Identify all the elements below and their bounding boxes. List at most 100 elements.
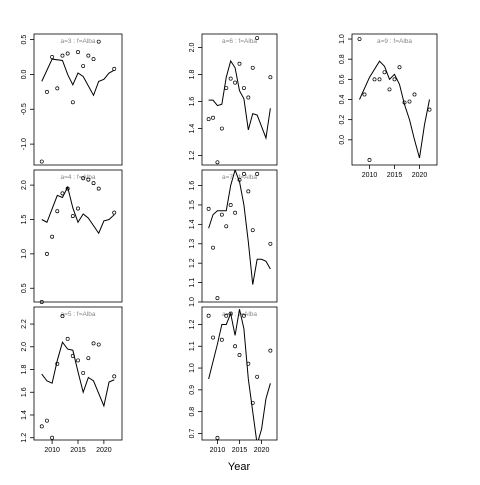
data-point [86,53,91,58]
data-point [112,374,117,379]
data-point [237,353,242,357]
data-point [367,158,372,162]
data-point [215,296,220,301]
y-tick-label: 0.8 [339,54,346,64]
data-point [91,57,96,62]
data-point [112,210,117,215]
y-tick-label: 1.0 [189,363,196,373]
data-point [268,75,273,80]
panel-title: a=9 : f=Alba [377,38,412,45]
data-point [39,424,44,429]
panel-frame [201,306,278,441]
data-point [237,177,242,182]
panel-frame [351,33,438,166]
data-point [224,224,229,229]
data-point [76,206,80,211]
data-point [60,53,65,58]
data-point [91,181,96,186]
y-tick-label: 1.6 [189,97,196,107]
panel-a9: a=9 : f=Alba 0.0 0.2 0.4 0.6 0.8 1.0 2010 2015 20… [339,33,438,179]
data-point [81,64,86,69]
data-point [39,300,44,304]
panel-a5: a=5 : f=Alba 1.2 1.4 1.6 1.8 2.0 2.2 2010 2015 20… [21,306,123,454]
y-tick-label: 1.8 [21,365,28,375]
y-tick-label: 1.4 [189,219,196,229]
y-tick-label: 2.0 [21,180,28,190]
data-point [412,92,417,97]
model-line [41,58,115,97]
y-tick-label: 1.6 [189,181,196,191]
y-tick-label: 0.2 [339,115,346,125]
y-tick-label: 0.0 [21,69,28,79]
panel-a3: a=3 : f=Alba -1.0 -0.5 0.0 0.5 [21,33,123,166]
data-point [224,313,229,318]
data-point [60,191,65,196]
data-point [219,337,224,342]
data-point [387,87,392,92]
data-point [211,245,215,250]
panel-title: a=8 : f=Alba [222,311,257,318]
y-tick-label: 1.4 [189,124,196,134]
data-point [246,95,251,100]
data-point [70,100,75,105]
data-point [91,341,96,346]
x-tick-label: 2015 [387,172,403,179]
data-point [357,37,362,41]
y-tick-label: 1.2 [189,151,196,161]
y-tick-label: 2.2 [21,319,28,329]
panel-title: a=6 : f=Alba [222,38,257,45]
panel-title: a=4 : f=Alba [60,174,95,181]
y-tick-label: 2.0 [21,342,28,352]
data-point [60,314,65,319]
data-point [55,361,60,366]
data-point [65,51,70,56]
y-tick-label: 1.0 [189,297,196,307]
data-point [39,159,44,164]
data-point [50,234,55,239]
data-point [250,65,255,70]
data-point [206,313,211,318]
data-point [228,76,233,81]
data-point [211,335,215,340]
data-point [255,171,260,176]
model-line [359,60,430,159]
y-tick-label: 1.5 [21,215,28,225]
data-point [233,210,238,215]
panel-a6: a=6 : f=Alba 1.2 1.4 1.6 1.8 2.0 [189,33,278,166]
panel-frame [201,169,278,303]
model-line [208,59,271,140]
data-point [228,202,233,207]
panel-frame [33,33,123,166]
y-tick-label: 1.2 [189,258,196,268]
data-point [255,36,260,41]
data-point [211,115,215,120]
y-tick-label: 0.5 [21,35,28,45]
y-tick-label: 0.8 [189,407,196,417]
data-point [44,418,49,423]
panel-a7: a=7 : f=Alba 1.0 1.1 1.2 1.3 1.4 1.5 1.6 [189,169,278,307]
data-point [96,39,101,44]
panel-a8: a=8 : f=Alba 0.7 0.8 0.9 1.0 1.1 1.2 2010 2015 20… [189,306,278,454]
x-tick-label: 2020 [412,172,428,179]
panel-a4: a=4 : f=Alba 0.5 1.0 1.5 2.0 [21,169,123,304]
data-point [246,361,251,366]
y-tick-label: 0.4 [339,95,346,105]
data-point [76,50,80,55]
data-point [55,209,60,214]
x-tick-label: 2010 [362,172,378,179]
y-tick-label: 1.1 [189,341,196,351]
data-point [65,186,70,191]
y-tick-label: 0.7 [189,428,196,438]
data-point [402,100,407,105]
x-tick-label: 2015 [232,447,248,454]
data-point [65,336,70,341]
data-point [215,160,220,165]
data-point [215,435,220,440]
data-point [50,55,55,59]
data-point [382,70,387,75]
x-tick-label: 2020 [96,447,112,454]
data-point [55,86,60,91]
y-tick-label: 0.6 [339,74,346,84]
model-line [41,341,115,408]
